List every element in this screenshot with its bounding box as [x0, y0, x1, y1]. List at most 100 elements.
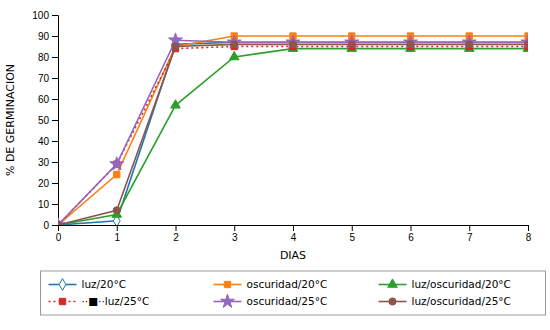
y-tick: 50: [38, 115, 58, 126]
series-marker: [58, 222, 61, 225]
x-tick-label: 8: [526, 232, 532, 243]
x-tick: 1: [114, 225, 120, 243]
series-marker: [231, 41, 238, 48]
legend-marker: [59, 279, 66, 291]
y-tick-label: 50: [38, 115, 50, 126]
legend-label: ··■··luz/25°C: [82, 295, 150, 307]
series-group: [58, 33, 528, 225]
y-tick: 30: [38, 157, 58, 168]
legend: luz/20°C oscuridad/20°C luz/oscuridad/20°C…: [41, 271, 546, 315]
y-tick-label: 30: [38, 157, 50, 168]
x-tick: 4: [291, 225, 297, 243]
chart: 0123456780102030405060708090100DIAS% DE …: [0, 0, 550, 330]
series-line: [58, 36, 528, 225]
legend-marker: [224, 281, 230, 287]
x-tick-mark: [234, 225, 235, 231]
x-tick-label: 0: [56, 232, 62, 243]
x-tick-mark: [411, 225, 412, 231]
series-marker: [227, 35, 241, 48]
series-marker: [466, 41, 473, 48]
y-tick-label: 90: [38, 31, 50, 42]
plot: 0123456780102030405060708090100DIAS% DE …: [4, 10, 546, 315]
legend-label: luz/oscuridad/20°C: [412, 278, 511, 290]
y-axis-title: % DE GERMINACION: [4, 64, 17, 176]
series-marker: [348, 41, 355, 48]
series-marker: [404, 35, 418, 48]
y-tick-mark: [52, 57, 58, 58]
y-tick-mark: [52, 78, 58, 79]
y-tick: 0: [43, 220, 58, 231]
series-line: [58, 49, 528, 225]
series: [58, 33, 528, 225]
series-marker: [345, 35, 359, 48]
x-tick-label: 1: [114, 232, 120, 243]
x-tick: 6: [408, 225, 414, 243]
x-tick-mark: [528, 225, 529, 231]
y-tick-mark: [52, 36, 58, 37]
series-line: [58, 47, 528, 226]
x-axis-title: DIAS: [280, 249, 306, 262]
legend-label: luz/20°C: [82, 278, 127, 290]
y-tick-mark: [52, 15, 58, 16]
legend-frame: [41, 271, 546, 315]
series-marker: [172, 43, 179, 50]
y-tick-mark: [52, 141, 58, 142]
x-tick-mark: [293, 225, 294, 231]
series-line: [58, 44, 528, 225]
series: [58, 43, 528, 225]
series-marker: [229, 51, 239, 59]
series-marker: [407, 41, 414, 48]
y-axis-line: [52, 16, 59, 226]
x-tick: 7: [467, 225, 473, 243]
legend-marker: [59, 298, 65, 304]
x-tick: 2: [173, 225, 179, 243]
x-axis-line: [59, 226, 529, 232]
y-tick-label: 60: [38, 94, 50, 105]
series-marker: [521, 35, 528, 48]
legend-label: oscuridad/25°C: [247, 295, 328, 307]
y-tick: 100: [32, 10, 58, 21]
x-tick-label: 2: [173, 232, 179, 243]
series-line: [58, 42, 528, 225]
y-tick: 40: [38, 136, 58, 147]
y-tick: 70: [38, 73, 58, 84]
y-tick: 60: [38, 94, 58, 105]
legend-item: luz/20°C: [49, 278, 127, 290]
x-tick: 8: [526, 225, 532, 243]
y-tick-label: 0: [43, 220, 49, 231]
series-line: [58, 40, 528, 225]
legend-item: luz/oscuridad/20°C: [379, 278, 511, 290]
x-tick-mark: [117, 225, 118, 231]
series-marker: [113, 207, 120, 214]
y-tick-label: 10: [38, 199, 50, 210]
legend-item: oscuridad/20°C: [214, 278, 328, 290]
legend-marker: [389, 298, 396, 305]
y-tick-mark: [52, 204, 58, 205]
series: [58, 33, 528, 225]
y-tick-mark: [52, 120, 58, 121]
y-tick-label: 20: [38, 178, 50, 189]
y-tick: 90: [38, 31, 58, 42]
series-marker: [286, 35, 300, 48]
legend-item: luz/oscuridad/25°C: [379, 295, 511, 307]
series: [58, 41, 528, 225]
series: [58, 43, 528, 225]
y-tick-label: 70: [38, 73, 50, 84]
x-axis: 012345678: [56, 225, 532, 243]
legend-item: ··■··luz/25°C: [49, 295, 150, 307]
series-marker: [58, 222, 61, 225]
x-tick-mark: [352, 225, 353, 231]
legend-marker: [221, 294, 235, 307]
series-marker: [172, 43, 178, 49]
x-tick: 5: [349, 225, 355, 243]
x-tick-label: 6: [408, 232, 414, 243]
legend-label: luz/oscuridad/25°C: [412, 295, 511, 307]
y-axis: 0 10 20 30 40 50 60 70 80 90 100: [32, 10, 58, 231]
x-tick-label: 4: [291, 232, 297, 243]
x-tick-mark: [176, 225, 177, 231]
y-tick-mark: [52, 162, 58, 163]
series-marker: [289, 41, 296, 48]
y-tick: 10: [38, 199, 58, 210]
x-tick-label: 5: [349, 232, 355, 243]
y-tick-label: 80: [38, 52, 50, 63]
